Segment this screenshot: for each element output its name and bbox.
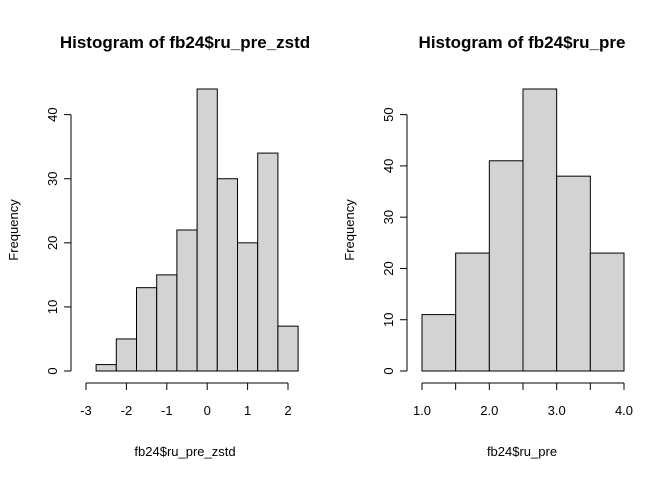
x-axis: -3 -2 -1 0 1 2 bbox=[80, 382, 292, 418]
chart-title: Histogram of fb24$ru_pre_zstd bbox=[60, 33, 310, 52]
x-tick-label: 1 bbox=[244, 403, 251, 418]
y-tick-label: 10 bbox=[381, 312, 396, 326]
histogram-bar bbox=[136, 287, 158, 372]
x-axis: 1.0 2.0 3.0 4.0 bbox=[413, 382, 633, 418]
histogram-bar bbox=[156, 274, 178, 372]
y-tick-label: 0 bbox=[381, 367, 396, 374]
y-tick-label: 0 bbox=[45, 367, 60, 374]
bars bbox=[421, 88, 625, 372]
x-axis-label: fb24$ru_pre bbox=[487, 444, 557, 459]
histogram-panel-raw: Histogram of fb24$ru_pre fb24$ru_pre Fre… bbox=[342, 33, 633, 459]
x-tick-label: 4.0 bbox=[615, 403, 633, 418]
x-tick-label: 3.0 bbox=[548, 403, 566, 418]
y-tick-label: 40 bbox=[45, 107, 60, 121]
bars bbox=[95, 88, 299, 372]
histogram-bar bbox=[277, 325, 299, 372]
y-tick-label: 10 bbox=[45, 300, 60, 314]
histogram-bar bbox=[95, 364, 117, 372]
histogram-bar bbox=[488, 160, 524, 372]
histogram-panel-zstd: Histogram of fb24$ru_pre_zstd fb24$ru_pr… bbox=[6, 33, 310, 459]
x-tick-label: 0 bbox=[204, 403, 211, 418]
histogram-bar bbox=[176, 229, 198, 372]
x-tick-label: 2.0 bbox=[480, 403, 498, 418]
y-tick-label: 50 bbox=[381, 107, 396, 121]
y-tick-label: 30 bbox=[45, 171, 60, 185]
chart-title: Histogram of fb24$ru_pre bbox=[419, 33, 626, 52]
histogram-bar bbox=[115, 338, 138, 372]
histogram-bar bbox=[216, 178, 239, 372]
histogram-bar bbox=[257, 152, 279, 372]
y-tick-label: 20 bbox=[45, 236, 60, 250]
y-axis-label: Frequency bbox=[6, 199, 21, 261]
x-tick-label: 1.0 bbox=[413, 403, 431, 418]
histogram-bar bbox=[556, 175, 591, 372]
y-tick-label: 20 bbox=[381, 261, 396, 275]
histogram-bar bbox=[455, 252, 490, 372]
x-axis-label: fb24$ru_pre_zstd bbox=[134, 444, 235, 459]
histogram-bar bbox=[522, 88, 558, 372]
x-tick-label: 2 bbox=[284, 403, 291, 418]
x-tick-label: -1 bbox=[161, 403, 173, 418]
histogram-bar bbox=[237, 242, 259, 372]
x-tick-label: -2 bbox=[121, 403, 133, 418]
y-axis: 0 10 20 30 40 50 bbox=[381, 107, 408, 375]
histogram-bar bbox=[196, 88, 218, 372]
y-tick-label: 40 bbox=[381, 159, 396, 173]
x-tick-label: -3 bbox=[80, 403, 92, 418]
histogram-bar bbox=[589, 252, 625, 372]
y-tick-label: 30 bbox=[381, 210, 396, 224]
y-axis-label: Frequency bbox=[342, 199, 357, 261]
histogram-bar bbox=[421, 314, 457, 372]
y-axis: 0 10 20 30 40 bbox=[45, 107, 72, 375]
